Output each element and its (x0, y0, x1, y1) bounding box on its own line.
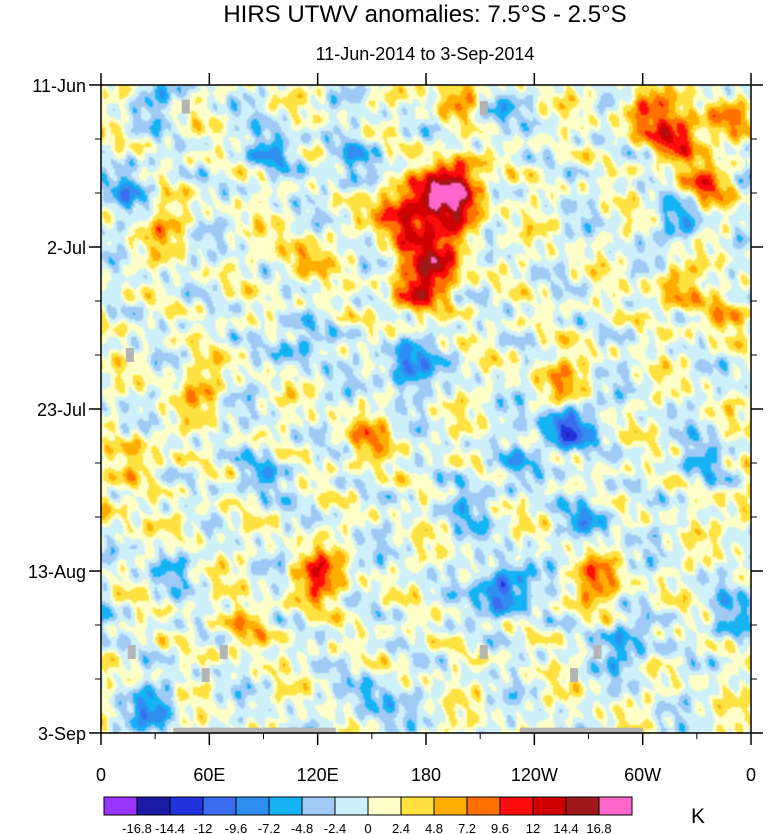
y-tick-label: 23-Jul (37, 400, 86, 420)
anomaly-field (101, 85, 751, 733)
colorbar-swatch (499, 796, 534, 816)
colorbar-label: -12 (194, 821, 213, 834)
colorbar-swatch (400, 796, 435, 816)
missing-data-cell (125, 348, 134, 362)
colorbar-label: 7.2 (458, 821, 476, 834)
colorbar-swatch (202, 796, 237, 816)
colorbar-label: -2.4 (324, 821, 346, 834)
colorbar-swatch (301, 796, 336, 816)
colorbar-swatch (367, 796, 402, 816)
colorbar-label: 4.8 (425, 821, 443, 834)
colorbar-swatch (565, 796, 600, 816)
colorbar-swatch (598, 796, 633, 816)
x-tick-label: 180 (411, 765, 441, 785)
plot-area (100, 84, 752, 734)
axes: 0 60E 120E 180 120W 60W 0 11-Jun 2-Jul 23-Jul 13-A… (28, 73, 763, 785)
colorbar-swatch (136, 796, 171, 816)
colorbar-label: -7.2 (258, 821, 280, 834)
colorbar-label: 16.8 (586, 821, 611, 834)
missing-data-layer (125, 99, 643, 734)
colorbar-swatch (268, 796, 303, 816)
colorbar: -16.8 -14.4 -12 -9.6 -7.2 -4.8 -2.4 0 2.4 4.8 7.2 9… (103, 796, 633, 834)
missing-data-cell (201, 668, 210, 683)
colorbar-label: 9.6 (491, 821, 509, 834)
colorbar-label: 0 (364, 821, 371, 834)
missing-data-cell (593, 645, 602, 659)
missing-data-cell (479, 645, 488, 659)
colorbar-swatch (235, 796, 270, 816)
x-tick-label: 120W (511, 765, 558, 785)
missing-data-cell (219, 645, 228, 659)
y-tick-label: 3-Sep (38, 724, 86, 744)
colorbar-label: 14.4 (553, 821, 578, 834)
x-tick-label: 60W (624, 765, 661, 785)
colorbar-swatch (466, 796, 501, 816)
colorbar-units: K (691, 805, 705, 828)
colorbar-swatch (532, 796, 567, 816)
missing-data-cell (570, 668, 579, 683)
y-tick-label: 11-Jun (32, 76, 86, 96)
y-tick-label: 2-Jul (47, 238, 86, 258)
x-tick-label: 120E (297, 765, 339, 785)
colorbar-swatch (169, 796, 204, 816)
colorbar-label: -9.6 (225, 821, 247, 834)
colorbar-label: -16.8 (122, 821, 152, 834)
x-tick-label: 60E (193, 765, 225, 785)
x-tick-label: 0 (746, 765, 756, 785)
missing-data-cell (127, 645, 136, 659)
missing-data-strip (519, 727, 643, 734)
colorbar-label: -14.4 (155, 821, 185, 834)
colorbar-label: -4.8 (291, 821, 313, 834)
colorbar-swatch (433, 796, 468, 816)
colorbar-label: 2.4 (392, 821, 410, 834)
missing-data-strip (173, 727, 336, 734)
colorbar-label: 12 (526, 821, 540, 834)
missing-data-cell (181, 99, 190, 114)
colorbar-swatch (103, 796, 138, 816)
colorbar-swatch (334, 796, 369, 816)
missing-data-cell (479, 101, 488, 116)
x-tick-label: 0 (96, 765, 106, 785)
y-tick-label: 13-Aug (28, 562, 86, 582)
chart-subtitle: 11-Jun-2014 to 3-Sep-2014 (316, 44, 535, 64)
chart-title: HIRS UTWV anomalies: 7.5°S - 2.5°S (223, 1, 626, 28)
